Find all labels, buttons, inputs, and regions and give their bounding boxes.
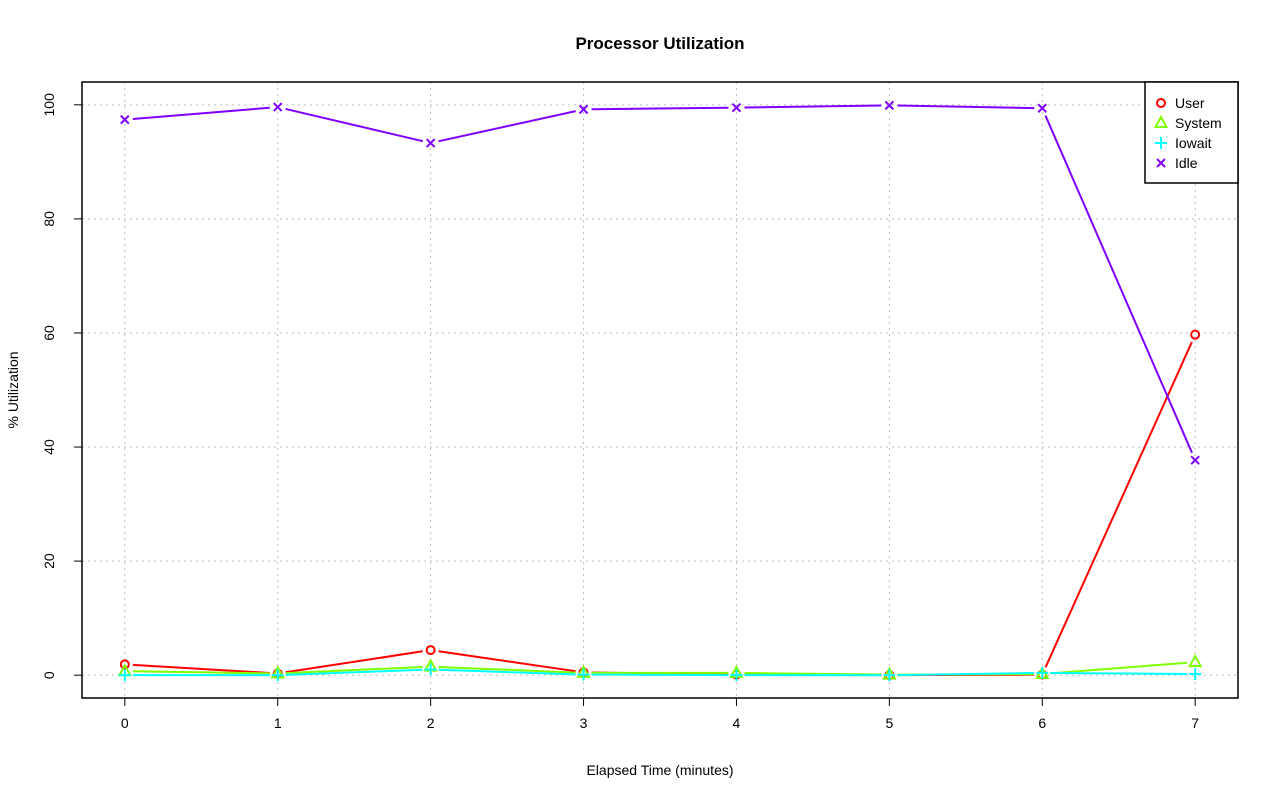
y-tick-label: 20 <box>41 553 57 569</box>
data-point <box>425 645 436 656</box>
data-point <box>730 669 743 682</box>
data-point <box>120 114 130 125</box>
legend-label: System <box>1175 115 1222 131</box>
legend-label: Iowait <box>1175 135 1212 151</box>
line-segment <box>285 665 423 675</box>
data-point <box>1190 455 1200 465</box>
data-point <box>273 102 283 112</box>
series-user <box>119 329 1201 681</box>
chart-title: Processor Utilization <box>575 34 744 53</box>
data-point <box>1187 653 1203 668</box>
line-segment <box>1044 115 1193 454</box>
line-segment <box>897 672 1035 677</box>
legend-marker-user <box>1156 98 1166 108</box>
data-point <box>1189 668 1202 681</box>
y-tick-label: 60 <box>41 325 57 341</box>
data-point <box>883 669 896 682</box>
line-segment <box>285 107 424 143</box>
data-point <box>884 100 895 111</box>
data-point <box>118 669 131 682</box>
line-segment <box>285 668 423 676</box>
x-tick-label: 1 <box>274 715 282 731</box>
data-point <box>424 663 437 676</box>
line-segment <box>744 104 882 109</box>
x-tick-label: 2 <box>427 715 435 731</box>
data-point <box>731 102 742 113</box>
data-point <box>271 669 284 682</box>
line-segment <box>438 110 576 143</box>
line-segment <box>591 106 729 111</box>
legend-label: User <box>1175 95 1205 111</box>
x-tick-label: 3 <box>580 715 588 731</box>
x-tick-label: 6 <box>1038 715 1046 731</box>
y-tick-label: 80 <box>41 211 57 227</box>
series-iowait <box>118 663 1202 682</box>
legend-label: Idle <box>1175 155 1198 171</box>
x-tick-label: 4 <box>733 715 741 731</box>
x-axis-label: Elapsed Time (minutes) <box>586 762 733 778</box>
series-idle <box>120 100 1200 465</box>
y-tick-label: 100 <box>41 93 57 117</box>
line-segment <box>132 663 270 674</box>
y-tick-label: 0 <box>41 671 57 679</box>
x-tick-label: 5 <box>885 715 893 731</box>
line-segment <box>132 106 270 120</box>
line-segment <box>1044 341 1193 668</box>
line-segment <box>1050 671 1188 675</box>
legend-marker-iowait <box>1155 137 1167 149</box>
line-segment <box>438 665 576 674</box>
line-segment <box>132 670 270 675</box>
line-segment <box>285 650 423 674</box>
legend-marker-system <box>1153 114 1169 128</box>
legend: User System Iowait Idle <box>1144 81 1239 184</box>
line-segment <box>897 104 1035 110</box>
plot-frame <box>81 81 1239 699</box>
x-tick-label: 0 <box>121 715 129 731</box>
data-point <box>425 138 436 148</box>
x-tick-label: 7 <box>1191 715 1199 731</box>
y-axis-label: % Utilization <box>5 351 21 428</box>
line-segment <box>438 650 576 673</box>
legend-marker-idle <box>1156 158 1166 168</box>
line-segment <box>1050 661 1188 675</box>
data-point <box>1190 329 1201 340</box>
line-segment <box>591 673 729 677</box>
y-tick-label: 40 <box>41 439 57 455</box>
data-point <box>1037 103 1047 113</box>
data-point <box>578 104 589 115</box>
line-segment <box>438 668 576 676</box>
data-point <box>1036 666 1049 679</box>
data-point <box>577 668 590 681</box>
